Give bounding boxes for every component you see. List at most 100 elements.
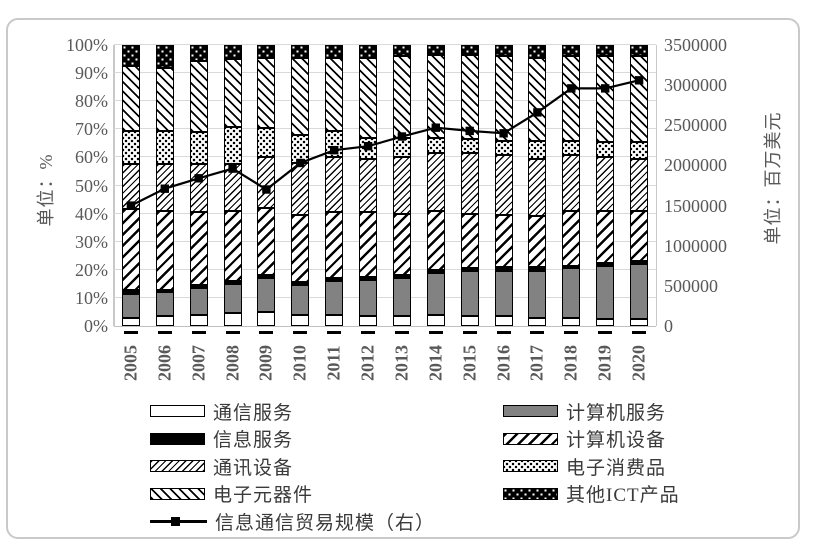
bar-segment-computer-equipment: [630, 210, 649, 262]
bar-segment-info-services: [291, 282, 310, 286]
bar-segment-other-ict-products: [596, 45, 615, 57]
bar-segment-electronic-components: [630, 56, 649, 142]
legend-label: 其他ICT产品: [566, 485, 680, 507]
bar-2017: [528, 45, 547, 326]
left-axis-tick-label: 100%: [66, 35, 108, 55]
bar-segment-telecom-equipment: [596, 157, 615, 211]
bar-segment-telecom-equipment: [392, 157, 411, 214]
legend-label: 信息服务: [213, 430, 294, 452]
bar-segment-other-ict-products: [630, 45, 649, 57]
x-axis-label-2008: 2008: [222, 345, 243, 381]
legend-swatch-info-services: [150, 432, 205, 445]
x-axis-tick: [157, 331, 172, 334]
bar-segment-telecom-equipment: [460, 153, 479, 214]
bar-segment-info-services: [562, 265, 581, 269]
bar-segment-info-services: [630, 261, 649, 265]
bar-segment-computer-equipment: [223, 210, 242, 282]
legend-item-computer-equipment: 计算机设备: [503, 430, 666, 451]
bar-2018: [562, 45, 581, 326]
bar-2010: [291, 45, 310, 326]
bar-segment-computer-services: [392, 278, 411, 317]
bar-segment-computer-equipment: [596, 210, 615, 263]
x-axis-tick: [327, 331, 342, 334]
bar-segment-consumer-electronics: [257, 127, 276, 158]
bar-segment-other-ict-products: [189, 45, 208, 61]
bar-segment-computer-equipment: [257, 208, 276, 276]
bar-segment-other-ict-products: [359, 45, 378, 58]
bar-segment-comm-services: [257, 311, 276, 326]
line-marker: [431, 123, 440, 132]
x-axis-label-2013: 2013: [391, 345, 412, 381]
bar-segment-comm-services: [155, 316, 174, 326]
x-axis-tick: [632, 331, 647, 334]
left-axis-tick-label: 30%: [75, 231, 108, 252]
bar-segment-consumer-electronics: [291, 134, 310, 164]
bar-segment-comm-services: [596, 318, 615, 326]
line-marker: [228, 164, 237, 173]
x-axis-tick: [225, 331, 240, 334]
x-axis-label-2019: 2019: [594, 345, 615, 381]
legend-label: 信息通信贸易规模（右）: [215, 512, 436, 534]
bar-segment-info-services: [426, 269, 445, 273]
bar-segment-electronic-components: [528, 57, 547, 141]
bar-segment-comm-services: [528, 317, 547, 326]
line-marker: [296, 158, 305, 168]
bar-segment-electronic-components: [596, 56, 615, 142]
legend-swatch-comm-services: [150, 405, 205, 417]
line-marker: [330, 146, 339, 155]
bar-segment-computer-equipment: [291, 215, 310, 283]
right-axis-tick-label: 0: [664, 316, 673, 336]
bar-segment-info-services: [325, 278, 344, 282]
x-axis-tick: [496, 331, 511, 334]
legend-label: 电子元器件: [213, 485, 314, 507]
bottom-axis-line: [114, 325, 656, 327]
legend-label: 电子消费品: [566, 457, 667, 479]
bar-segment-comm-services: [562, 317, 581, 326]
bar-segment-other-ict-products: [426, 45, 445, 55]
line-marker: [126, 201, 136, 210]
legend-item-info-services: 信息服务: [150, 430, 293, 451]
right-axis-tick-label: 2500000: [664, 115, 727, 136]
legend-item-line: 信息通信贸易规模（右）: [150, 512, 435, 534]
right-axis-tick-label: 1000000: [664, 235, 727, 256]
x-axis-tick: [564, 331, 579, 334]
bar-segment-electronic-components: [426, 54, 445, 138]
bar-segment-info-services: [121, 289, 140, 294]
bar-segment-computer-equipment: [155, 210, 174, 290]
bar-segment-computer-services: [494, 271, 513, 317]
legend-item-consumer-electronics: 电子消费品: [503, 457, 666, 479]
bar-segment-computer-equipment: [359, 212, 378, 277]
x-axis-label-2016: 2016: [493, 345, 514, 381]
x-axis-tick: [123, 331, 138, 334]
bar-segment-consumer-electronics: [392, 137, 411, 158]
bar-segment-electronic-components: [121, 66, 140, 131]
bar-segment-computer-equipment: [392, 213, 411, 276]
left-axis-line: [113, 45, 115, 326]
bar-segment-electronic-components: [189, 60, 208, 133]
legend-swatch-computer-equipment: [503, 432, 558, 445]
gridline: [114, 100, 656, 102]
legend-item-comm-services: 通信服务: [150, 402, 293, 424]
bar-segment-comm-services: [325, 314, 344, 326]
bar-segment-comm-services: [189, 314, 208, 326]
bar-segment-other-ict-products: [223, 45, 242, 60]
x-axis-label-2007: 2007: [188, 345, 209, 381]
legend-item-computer-services: 计算机服务: [503, 402, 666, 424]
left-axis-tick-label: 80%: [75, 91, 108, 112]
x-axis-label-2006: 2006: [154, 345, 175, 381]
bar-segment-info-services: [257, 275, 276, 279]
line-marker: [194, 174, 203, 183]
left-axis-tick-label: 40%: [75, 203, 108, 224]
legend-swatch-computer-services: [503, 405, 558, 417]
gridline: [114, 128, 656, 130]
bar-segment-other-ict-products: [460, 45, 479, 55]
gridline: [114, 212, 656, 214]
x-axis-label-2011: 2011: [323, 345, 344, 381]
x-axis-tick: [530, 331, 545, 334]
legend-swatch-electronic-components: [150, 487, 205, 500]
bar-segment-computer-equipment: [562, 210, 581, 266]
bar-segment-consumer-electronics: [155, 130, 174, 165]
bar-2008: [223, 45, 242, 326]
gridline: [114, 268, 656, 270]
left-axis-tick-label: 90%: [75, 63, 108, 84]
